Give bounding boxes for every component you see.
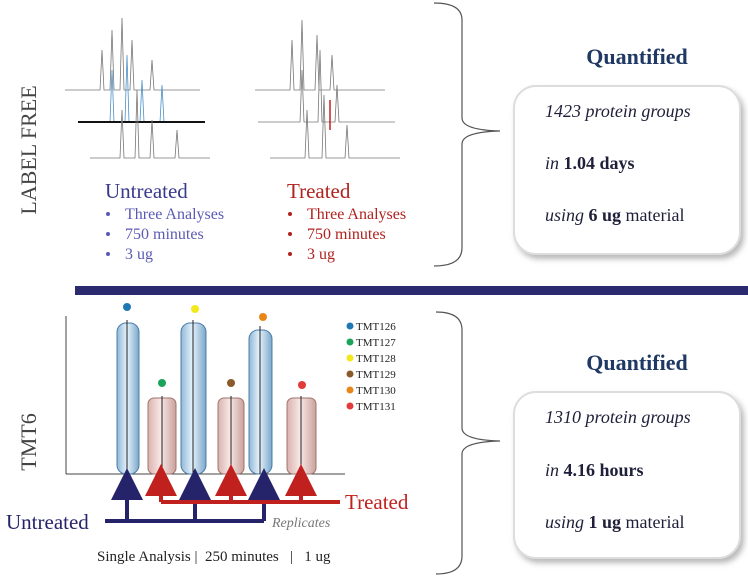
protein-groups: 1423 protein groups <box>545 101 691 121</box>
bullet <box>288 212 292 216</box>
material-line: using 6 ug material <box>545 205 685 225</box>
legend-label: TMT131 <box>356 401 396 413</box>
quantified-title: Quantified <box>586 350 687 375</box>
group-item: Three Analyses <box>125 206 224 223</box>
material-prefix: using <box>545 512 584 532</box>
legend-dot <box>346 338 354 346</box>
untreated-label: Untreated <box>6 510 89 534</box>
legend-label: TMT128 <box>356 353 396 365</box>
group-title: Untreated <box>105 179 188 203</box>
result-box <box>513 391 741 559</box>
brace <box>433 2 501 267</box>
material-prefix: using <box>545 205 584 225</box>
tmt-chart <box>65 316 345 475</box>
tag-dot <box>123 303 131 311</box>
bullet <box>106 212 110 216</box>
group-item: 3 ug <box>307 246 335 263</box>
legend-label: TMT127 <box>356 337 396 349</box>
time: 4.16 hours <box>564 460 644 480</box>
treated-label: Treated <box>345 490 409 514</box>
material-suffix: material <box>626 205 685 225</box>
tag-dot <box>298 381 306 389</box>
bullet <box>106 252 110 256</box>
spectra-treated <box>255 19 400 159</box>
legend-label: TMT129 <box>356 369 396 381</box>
bullet <box>288 232 292 236</box>
legend-dot <box>346 354 354 362</box>
legend-dot <box>346 322 354 330</box>
tag-dot <box>227 379 235 387</box>
group-item: Three Analyses <box>307 206 406 223</box>
footer: Single Analysis | 250 minutes | 1 ug <box>97 549 331 565</box>
legend-label: TMT126 <box>356 321 396 333</box>
material: 1 ug <box>589 512 622 532</box>
time-prefix: in <box>545 153 559 173</box>
time-line: in 1.04 days <box>545 153 635 173</box>
group-item: 3 ug <box>125 246 153 263</box>
bullet <box>288 252 292 256</box>
material-line: using 1 ug material <box>545 512 685 532</box>
replicates-label: Replicates <box>271 516 331 531</box>
time-line: in 4.16 hours <box>545 460 644 480</box>
protein-groups: 1310 protein groups <box>545 407 691 427</box>
group-item: 750 minutes <box>307 226 386 243</box>
side-label: TMT6 <box>16 413 41 470</box>
treated-arrows <box>145 464 340 504</box>
material: 6 ug <box>589 205 622 225</box>
time-prefix: in <box>545 460 559 480</box>
legend-label: TMT130 <box>356 385 396 397</box>
group-title: Treated <box>287 179 351 203</box>
time: 1.04 days <box>564 153 635 173</box>
bullet <box>106 232 110 236</box>
divider <box>75 286 748 295</box>
legend-dot <box>346 402 354 410</box>
tag-dot <box>158 379 166 387</box>
quantified-title: Quantified <box>586 44 687 69</box>
tag-dot <box>259 313 267 321</box>
legend-dot <box>346 370 354 378</box>
result-box <box>513 85 741 255</box>
group-item: 750 minutes <box>125 226 204 243</box>
brace <box>435 311 501 575</box>
spectra-untreated <box>65 17 210 159</box>
side-label: LABEL FREE <box>16 85 41 214</box>
tag-dot <box>191 305 199 313</box>
legend-dot <box>346 386 354 394</box>
material-suffix: material <box>626 512 685 532</box>
